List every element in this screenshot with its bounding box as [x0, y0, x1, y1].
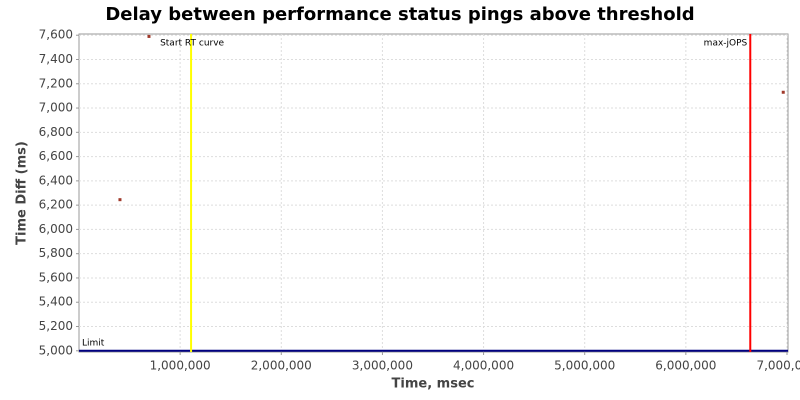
chart-title: Delay between performance status pings a…: [105, 4, 694, 25]
y-axis-title: Time Diff (ms): [15, 141, 30, 245]
threshold-label: Limit: [82, 338, 105, 348]
y-tick-label: 7,600: [39, 28, 73, 42]
x-tick-label: 1,000,000: [150, 359, 211, 373]
marker-label: Start RT curve: [160, 39, 224, 49]
y-tick-label: 5,000: [39, 343, 73, 357]
x-tick-label: 6,000,000: [655, 359, 716, 373]
y-tick-label: 7,400: [39, 52, 73, 66]
y-tick-label: 5,200: [39, 319, 73, 333]
y-tick-label: 6,200: [39, 198, 73, 212]
y-tick-label: 6,400: [39, 173, 73, 187]
x-tick-label: 2,000,000: [251, 359, 312, 373]
marker-label: max-jOPS: [704, 39, 748, 49]
y-tick-label: 6,000: [39, 222, 73, 236]
point: [118, 198, 122, 202]
x-tick-label: 3,000,000: [352, 359, 413, 373]
y-tick-label: 5,400: [39, 295, 73, 309]
x-tick-label: 5,000,000: [554, 359, 615, 373]
x-tick-label: 4,000,000: [453, 359, 514, 373]
y-tick-label: 5,800: [39, 246, 73, 260]
y-tick-label: 7,000: [39, 101, 73, 115]
x-tick-label: 7,000,000: [756, 359, 800, 373]
plot-area: [78, 33, 789, 353]
x-axis-title: Time, msec: [392, 377, 475, 392]
y-tick-label: 6,800: [39, 125, 73, 139]
point: [781, 90, 785, 94]
point: [147, 34, 151, 38]
y-tick-label: 5,600: [39, 270, 73, 284]
y-tick-label: 7,200: [39, 76, 73, 90]
y-tick-label: 6,600: [39, 149, 73, 163]
